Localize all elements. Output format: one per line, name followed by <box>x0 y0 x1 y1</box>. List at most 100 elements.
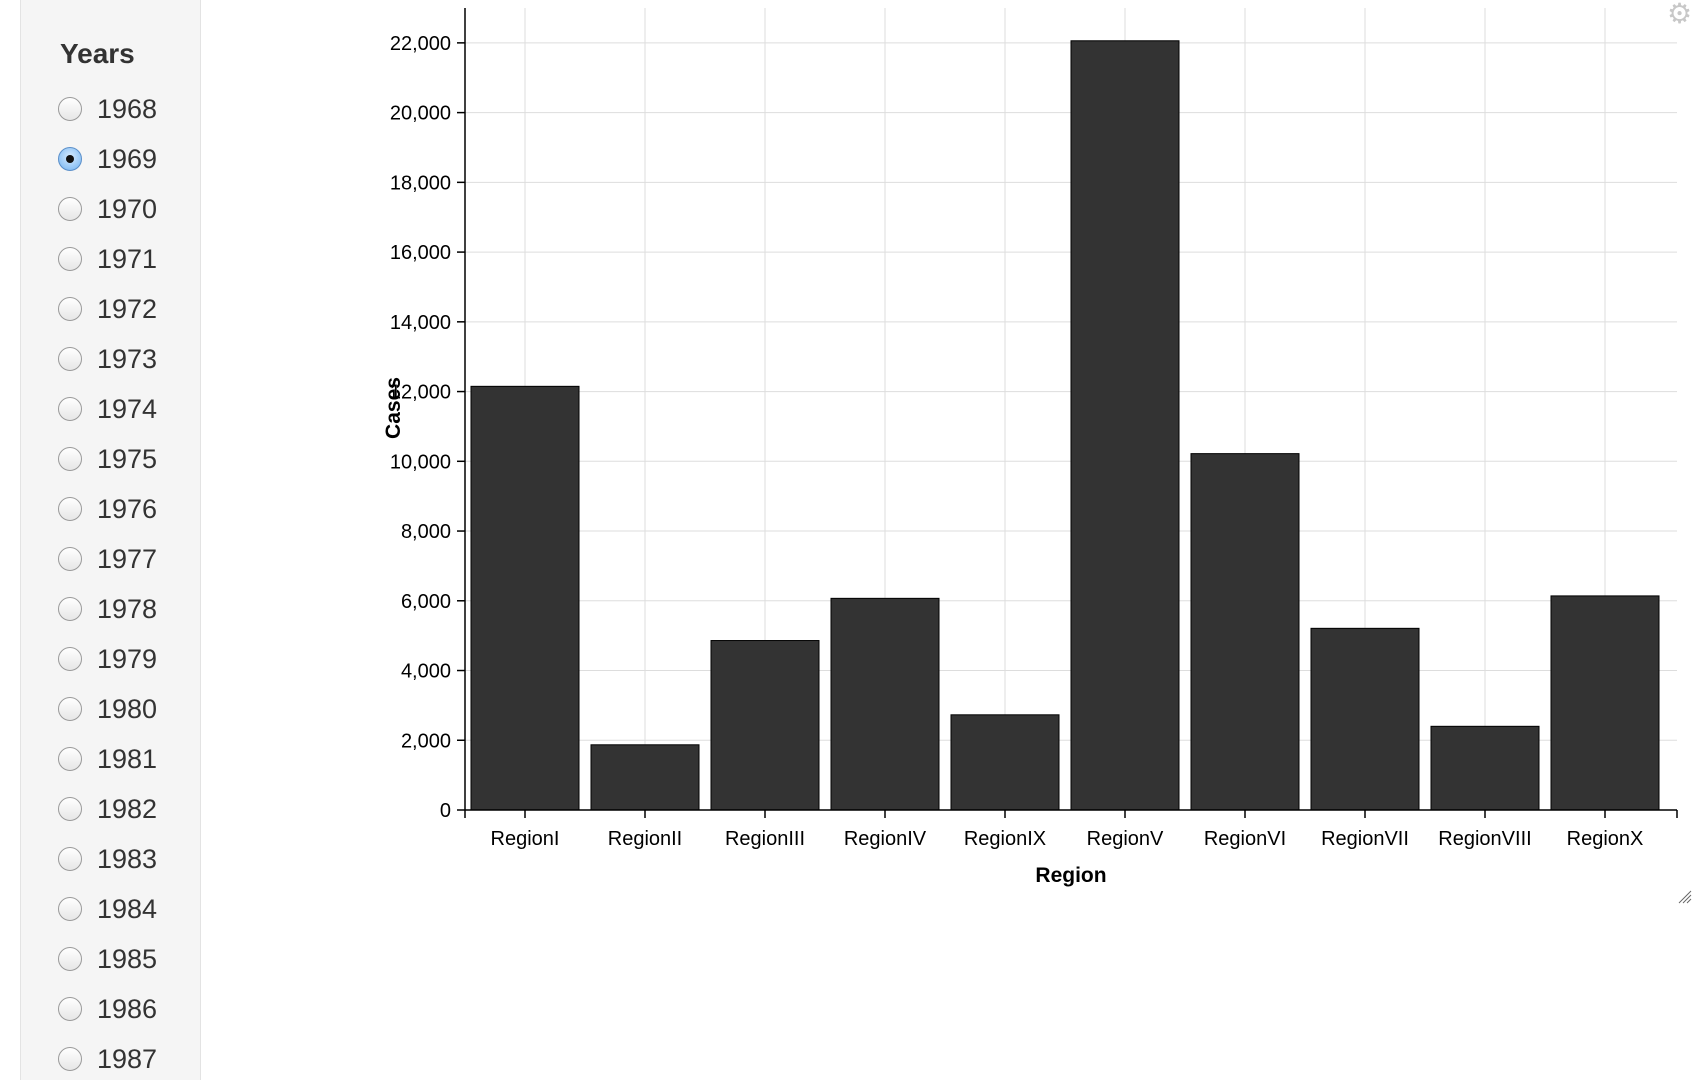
year-option-1975[interactable]: 1975 <box>58 434 157 484</box>
resize-handle-icon[interactable] <box>1676 888 1692 904</box>
year-option-1984[interactable]: 1984 <box>58 884 157 934</box>
year-option-1987[interactable]: 1987 <box>58 1034 157 1084</box>
bar-RegionIV <box>830 597 940 811</box>
y-tick-label: 14,000 <box>390 312 451 334</box>
x-tick-label: RegionII <box>608 828 683 850</box>
bar-RegionVII <box>1310 627 1420 811</box>
year-option-1981[interactable]: 1981 <box>58 734 157 784</box>
radio-button[interactable] <box>58 497 82 521</box>
y-tick-label: 6,000 <box>401 591 451 613</box>
year-option-1979[interactable]: 1979 <box>58 634 157 684</box>
year-radio-group: 1968 1969 1970 1971 1972 1973 1974 1975 1976 1977… <box>58 84 157 1084</box>
x-tick-label: RegionIX <box>964 828 1046 850</box>
year-label: 1974 <box>97 393 158 424</box>
radio-button[interactable] <box>58 1047 82 1071</box>
year-label: 1968 <box>97 93 158 124</box>
y-tick-label: 8,000 <box>401 521 451 543</box>
year-option-1980[interactable]: 1980 <box>58 684 157 734</box>
bar-RegionVI <box>1190 453 1300 811</box>
bar-chart: 0 2,000 4,000 6,000 8,000 10,000 12,000 14,000 1… <box>382 8 1678 887</box>
radio-button[interactable] <box>58 447 82 471</box>
year-option-1978[interactable]: 1978 <box>58 584 157 634</box>
gear-icon[interactable]: ⚙ <box>1667 0 1693 29</box>
year-label: 1981 <box>97 743 158 774</box>
year-option-1982[interactable]: 1982 <box>58 784 157 834</box>
x-tick-label: RegionVI <box>1204 828 1286 850</box>
y-tick-label: 22,000 <box>390 33 451 55</box>
bar-RegionIX <box>950 714 1060 811</box>
radio-button[interactable] <box>58 347 82 371</box>
year-label: 1986 <box>97 993 158 1024</box>
y-axis-title: Cases <box>382 377 405 439</box>
year-option-1976[interactable]: 1976 <box>58 484 157 534</box>
x-tick-label: RegionI <box>491 828 560 850</box>
x-axis-title: Region <box>1035 864 1106 887</box>
bar-RegionX <box>1550 595 1660 811</box>
radio-button[interactable] <box>58 247 82 271</box>
year-option-1968[interactable]: 1968 <box>58 84 157 134</box>
x-tick-label: RegionIII <box>725 828 805 850</box>
year-label: 1978 <box>97 593 158 624</box>
y-tick-label: 12,000 <box>390 382 451 404</box>
year-label: 1976 <box>97 493 158 524</box>
x-tick-label: RegionX <box>1567 828 1644 850</box>
year-option-1985[interactable]: 1985 <box>58 934 157 984</box>
bar-RegionVIII <box>1430 725 1540 811</box>
radio-button[interactable] <box>58 97 82 121</box>
year-option-1974[interactable]: 1974 <box>58 384 157 434</box>
year-label: 1975 <box>97 443 158 474</box>
year-label: 1987 <box>97 1043 158 1074</box>
radio-button[interactable] <box>58 647 82 671</box>
year-label: 1980 <box>97 693 158 724</box>
radio-button[interactable] <box>58 697 82 721</box>
radio-button[interactable] <box>58 547 82 571</box>
y-tick-label: 0 <box>440 800 451 822</box>
x-tick-label: RegionVII <box>1321 828 1409 850</box>
year-option-1973[interactable]: 1973 <box>58 334 157 384</box>
year-label: 1972 <box>97 293 158 324</box>
years-heading: Years <box>60 38 135 69</box>
year-label: 1979 <box>97 643 158 674</box>
year-label: 1969 <box>97 143 158 174</box>
year-option-1969[interactable]: 1969 <box>58 134 157 184</box>
chart-area: 0 2,000 4,000 6,000 8,000 10,000 12,000 14,000 1… <box>360 0 1708 1080</box>
radio-button[interactable] <box>58 597 82 621</box>
radio-button[interactable] <box>58 797 82 821</box>
year-option-1983[interactable]: 1983 <box>58 834 157 884</box>
year-label: 1985 <box>97 943 158 974</box>
year-label: 1977 <box>97 543 158 574</box>
radio-button[interactable] <box>58 997 82 1021</box>
radio-button[interactable] <box>58 197 82 221</box>
y-tick-label: 4,000 <box>401 661 451 683</box>
year-label: 1984 <box>97 893 158 924</box>
bar-RegionII <box>590 744 700 811</box>
y-tick-label: 18,000 <box>390 172 451 194</box>
x-tick-label: RegionVIII <box>1438 828 1531 850</box>
x-tick-label: RegionIV <box>844 828 927 850</box>
year-label: 1982 <box>97 793 158 824</box>
y-tick-label: 10,000 <box>390 451 451 473</box>
year-option-1977[interactable]: 1977 <box>58 534 157 584</box>
year-option-1986[interactable]: 1986 <box>58 984 157 1034</box>
radio-button[interactable] <box>58 747 82 771</box>
year-option-1971[interactable]: 1971 <box>58 234 157 284</box>
radio-button[interactable] <box>58 897 82 921</box>
year-label: 1971 <box>97 243 158 274</box>
x-tick-label: RegionV <box>1087 828 1164 850</box>
radio-button[interactable] <box>58 947 82 971</box>
radio-button[interactable] <box>58 847 82 871</box>
year-label: 1973 <box>97 343 158 374</box>
y-tick-label: 2,000 <box>401 730 451 752</box>
years-panel: Years 1968 1969 1970 1971 1972 1973 1974 1975 19… <box>20 0 201 1080</box>
year-option-1972[interactable]: 1972 <box>58 284 157 334</box>
radio-button[interactable] <box>58 397 82 421</box>
year-label: 1983 <box>97 843 158 874</box>
radio-button[interactable] <box>58 297 82 321</box>
y-tick-label: 20,000 <box>390 103 451 125</box>
year-option-1970[interactable]: 1970 <box>58 184 157 234</box>
bar-RegionV <box>1070 40 1180 811</box>
y-tick-label: 16,000 <box>390 242 451 264</box>
radio-button[interactable] <box>58 147 82 171</box>
bar-RegionIII <box>710 640 820 811</box>
year-label: 1970 <box>97 193 158 224</box>
